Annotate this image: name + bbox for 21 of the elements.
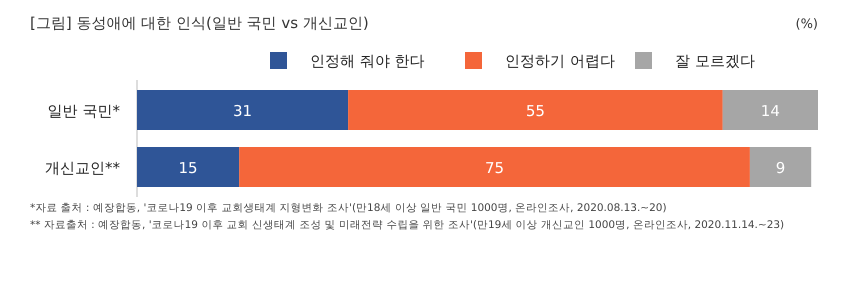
data-label: 14 <box>760 102 780 120</box>
bar <box>239 147 750 187</box>
text: ** 자료출처 : 예장합동, '코로나19 이후 교회 신생태계 조성 및 미래전략 수립을 위한 조사'(만19세 이상 개신교인 1000명, 온라인조사, 2020.11.14.~23) <box>30 218 786 233</box>
bar <box>348 90 723 130</box>
text: (%) <box>796 17 818 32</box>
legend-label: 인정해 줘야 한다 <box>310 52 425 70</box>
y-tick-label: 개신교인** <box>45 159 120 177</box>
data-label: 55 <box>526 102 545 120</box>
chart-title: [그림] 동성애에 대한 인식(일반 국민 vs 개신교인) <box>30 14 369 32</box>
data-label: 31 <box>233 102 252 120</box>
y-tick-label: 일반 국민* <box>48 102 120 120</box>
bar <box>137 90 348 130</box>
bar <box>137 147 240 187</box>
data-label: 75 <box>484 159 504 177</box>
text: *자료 출처 : 예장합동, '코로나19 이후 교회생태계 지형변화 조사'(만18세 이상 일반 국민 1000명, 온라인조사, 2020.08.13.~20) <box>30 201 668 216</box>
legend-label: 잘 모르겠다 <box>675 52 755 70</box>
data-label: 9 <box>776 159 786 177</box>
bar <box>722 90 818 130</box>
legend-label: 인정하기 어렵다 <box>505 52 615 70</box>
bar <box>750 147 812 187</box>
data-label: 15 <box>178 159 198 177</box>
